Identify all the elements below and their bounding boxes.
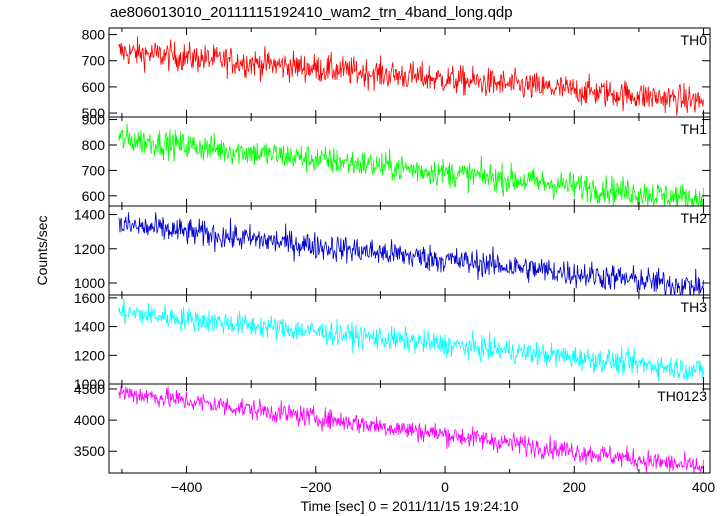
y-tick-label: 4000: [74, 412, 105, 428]
y-tick-label: 1600: [74, 290, 105, 306]
panel-label-th0: TH0: [681, 32, 708, 48]
x-tick-label: −400: [171, 479, 203, 495]
panel-label-th3: TH3: [681, 299, 708, 315]
panel-label-th2: TH2: [681, 210, 708, 226]
y-tick-label: 600: [82, 188, 106, 204]
x-tick-label: 0: [441, 479, 449, 495]
series-th0123-line: [118, 385, 704, 473]
y-tick-label: 4500: [74, 381, 105, 397]
panel-frame-th0123: [108, 383, 711, 474]
y-tick-label: 900: [82, 112, 106, 128]
y-tick-label: 700: [82, 162, 106, 178]
panel-label-th0123: TH0123: [657, 388, 707, 404]
x-tick-label: 200: [563, 479, 587, 495]
y-tick-label: 800: [82, 27, 106, 43]
y-tick-label: 1000: [74, 275, 105, 291]
chart-title: ae806013010_20111115192410_wam2_trn_4ban…: [110, 4, 513, 21]
y-tick-label: 700: [82, 53, 106, 69]
y-tick-label: 600: [82, 79, 106, 95]
series-th2-line: [118, 212, 704, 295]
series-th3-line: [118, 298, 704, 382]
y-tick-label: 800: [82, 137, 106, 153]
panel-label-th1: TH1: [681, 121, 708, 137]
panel-frame-th3: [108, 294, 711, 385]
y-tick-label: 1400: [74, 319, 105, 335]
x-tick-label: −200: [300, 479, 332, 495]
x-axis-label: Time [sec] 0 = 2011/11/15 19:24:10: [300, 498, 518, 514]
series-th1-line: [118, 123, 704, 206]
y-axis-label: Counts/sec: [34, 215, 50, 285]
y-tick-label: 1200: [74, 241, 105, 257]
y-tick-label: 1200: [74, 347, 105, 363]
series-th0-line: [118, 36, 704, 116]
x-tick-label: 400: [692, 479, 716, 495]
y-tick-label: 3500: [74, 443, 105, 459]
y-tick-label: 500: [82, 105, 106, 121]
y-tick-label: 1400: [74, 207, 105, 223]
y-tick-label: 1000: [74, 376, 105, 392]
